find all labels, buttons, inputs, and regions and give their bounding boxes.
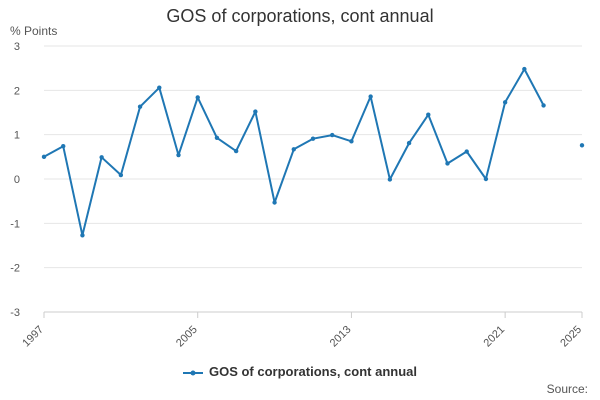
gridlines [44, 45, 582, 313]
data-point [176, 152, 181, 158]
data-point [80, 233, 85, 238]
data-point [330, 132, 335, 138]
source-note: Source: [546, 382, 588, 396]
data-point [406, 140, 412, 146]
legend-swatch-icon [182, 370, 203, 376]
data-point [253, 109, 258, 114]
data-point [445, 161, 450, 166]
data-point [137, 104, 143, 109]
data-point [195, 95, 200, 100]
y-tick-label: -2 [10, 263, 20, 275]
x-tick-label: 1997 [20, 324, 46, 350]
y-tick-label: 2 [14, 85, 20, 97]
data-point [214, 135, 220, 140]
chart-title: GOS of corporations, cont annual [166, 6, 434, 26]
data-point [99, 155, 104, 160]
legend[interactable]: GOS of corporations, cont annual [0, 364, 600, 379]
data-point [368, 94, 373, 99]
x-tick-label: 2025 [558, 324, 584, 350]
data-point [464, 149, 469, 154]
x-tick-label: 2021 [481, 324, 507, 350]
data-point [291, 147, 296, 152]
y-tick-label: 0 [14, 174, 20, 186]
data-point [387, 177, 393, 182]
data-point [502, 100, 508, 105]
data-point [579, 143, 585, 148]
data-point [483, 176, 489, 182]
y-tick-label: 1 [14, 130, 20, 142]
x-tick-label: 2013 [328, 324, 354, 350]
data-point [310, 136, 316, 141]
y-tick-label: -1 [10, 218, 20, 230]
x-tick-label: 2005 [174, 324, 200, 350]
data-point [541, 103, 546, 108]
y-tick-label: -3 [10, 307, 20, 319]
series-points [41, 66, 585, 238]
data-point [41, 154, 47, 160]
data-point [233, 148, 239, 154]
data-point [522, 66, 527, 72]
data-point [157, 85, 162, 90]
data-point [272, 200, 277, 205]
legend-label: GOS of corporations, cont annual [208, 364, 417, 379]
y-tick-label: 3 [14, 41, 20, 53]
y-axis-ticks: 3 2 1 0 -1 -2 -3 [10, 41, 20, 319]
data-point [349, 139, 354, 144]
y-axis-label: % Points [10, 24, 58, 38]
data-point [118, 172, 124, 178]
data-point [61, 143, 66, 149]
x-axis: 1997 2005 2013 2021 2025 [20, 311, 584, 350]
data-point [426, 112, 431, 117]
